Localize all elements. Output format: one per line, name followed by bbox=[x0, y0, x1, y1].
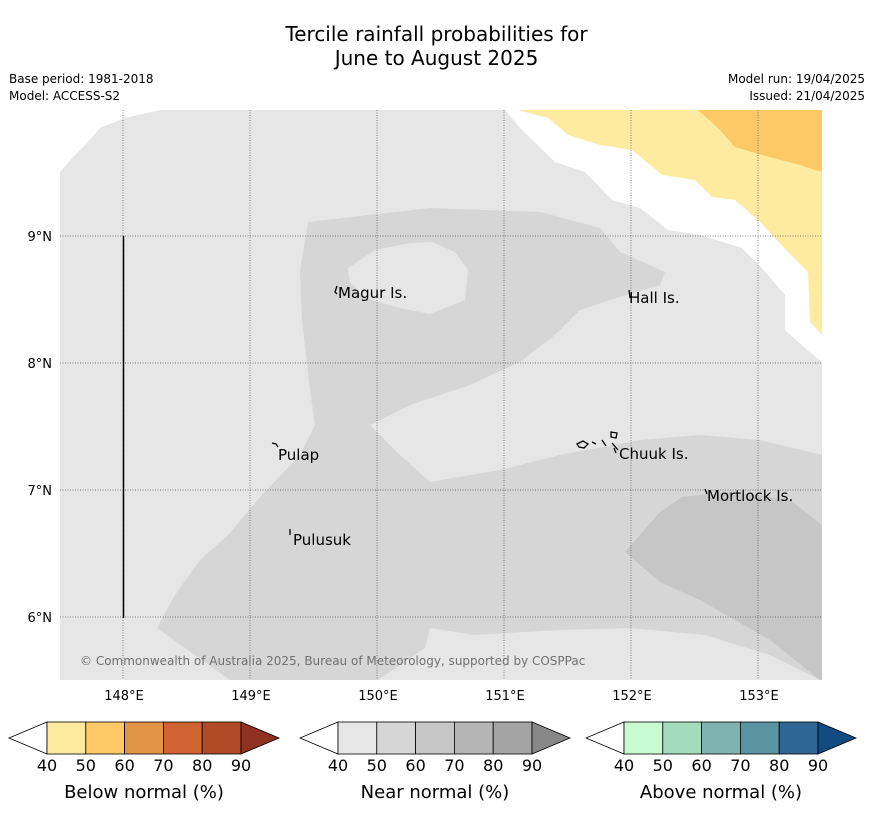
colorbar-low-extension bbox=[7, 721, 48, 755]
colorbar-segment bbox=[162, 721, 203, 755]
colorbar-tick-label: 80 bbox=[483, 756, 503, 775]
chuuk-islands-shape bbox=[576, 431, 619, 454]
label-hall: Hall Is. bbox=[629, 289, 680, 307]
lon-tick-labels: 148°E 149°E 150°E 151°E 152°E 153°E bbox=[104, 689, 779, 704]
title-line-1: Tercile rainfall probabilities for bbox=[285, 22, 588, 46]
colorbar-tick-label: 60 bbox=[114, 756, 134, 775]
below-normal-50-60-region bbox=[698, 110, 822, 172]
colorbar-segment bbox=[453, 721, 494, 755]
colorbar-segment bbox=[337, 721, 378, 755]
colorbar-tick-label: 70 bbox=[153, 756, 173, 775]
colorbar-tick-label: 60 bbox=[691, 756, 711, 775]
mortlock-island-shape bbox=[704, 488, 708, 495]
colorbar-tick-label: 40 bbox=[37, 756, 57, 775]
colorbar-segment bbox=[740, 721, 780, 755]
lat-label-6n: 6°N bbox=[28, 611, 53, 626]
colorbar-tick-label: 80 bbox=[769, 756, 789, 775]
model-name: Model: ACCESS-S2 bbox=[9, 89, 121, 103]
no-data-area bbox=[60, 110, 160, 172]
lon-label-150e: 150°E bbox=[358, 689, 398, 704]
colorbar-low-extension bbox=[584, 721, 625, 755]
colorbar-caption: Below normal (%) bbox=[64, 782, 224, 803]
colorbar-segment bbox=[701, 721, 741, 755]
colorbar-segment bbox=[492, 721, 533, 755]
colorbar-caption: Near normal (%) bbox=[361, 782, 510, 803]
copyright-text: © Commonwealth of Australia 2025, Bureau… bbox=[80, 654, 585, 668]
below-normal-40-50-region bbox=[518, 110, 822, 335]
colorbar-segment bbox=[376, 721, 416, 755]
near-normal-60-70-region bbox=[625, 492, 822, 680]
colorbar-tick-label: 40 bbox=[328, 756, 348, 775]
lat-tick-labels: 9°N 8°N 7°N 6°N bbox=[28, 230, 53, 626]
colorbar-tick-label: 40 bbox=[614, 756, 634, 775]
colorbar-above-normal: 40 50 60 70 80 90 Above normal (%) bbox=[584, 721, 858, 803]
colorbar-segment bbox=[623, 721, 664, 755]
model-run: Model run: 19/04/2025 bbox=[727, 72, 865, 86]
lon-label-152e: 152°E bbox=[612, 689, 652, 704]
label-magur: Magur Is. bbox=[338, 284, 407, 302]
lon-label-148e: 148°E bbox=[104, 689, 144, 704]
lon-label-153e: 153°E bbox=[739, 689, 779, 704]
lat-label-8n: 8°N bbox=[28, 357, 53, 372]
issued-date: Issued: 21/04/2025 bbox=[749, 89, 865, 103]
lon-label-151e: 151°E bbox=[485, 689, 525, 704]
near-normal-40-50-region bbox=[348, 242, 468, 314]
base-period: Base period: 1981-2018 bbox=[9, 72, 154, 86]
colorbar-segment bbox=[201, 721, 242, 755]
colorbar-segment bbox=[415, 721, 455, 755]
colorbar-tick-label: 50 bbox=[76, 756, 96, 775]
colorbar-tick-label: 60 bbox=[405, 756, 425, 775]
colorbar-tick-label: 80 bbox=[192, 756, 212, 775]
island-shapes bbox=[271, 285, 708, 535]
magur-island-shape bbox=[334, 285, 338, 295]
colorbar-segment bbox=[778, 721, 819, 755]
lat-label-7n: 7°N bbox=[28, 484, 53, 499]
colorbar-segment bbox=[662, 721, 702, 755]
colorbar-tick-label: 50 bbox=[367, 756, 387, 775]
colorbar-segment bbox=[85, 721, 126, 755]
colorbar-tick-label: 90 bbox=[808, 756, 828, 775]
colorbar-below-normal: 40 50 60 70 80 90 Below normal (%) bbox=[7, 721, 281, 803]
lon-label-149e: 149°E bbox=[231, 689, 271, 704]
colorbar-tick-label: 90 bbox=[522, 756, 542, 775]
colorbar-segment bbox=[46, 721, 87, 755]
colorbar-high-extension bbox=[817, 721, 858, 755]
colorbar-tick-label: 70 bbox=[444, 756, 464, 775]
label-pulusuk: Pulusuk bbox=[293, 531, 351, 549]
label-mortlock: Mortlock Is. bbox=[707, 487, 793, 505]
lat-label-9n: 9°N bbox=[28, 230, 53, 245]
colorbar-tick-label: 90 bbox=[231, 756, 251, 775]
title-line-2: June to August 2025 bbox=[334, 46, 539, 70]
colorbar-tick-label: 50 bbox=[653, 756, 673, 775]
colorbar-tick-label: 70 bbox=[730, 756, 750, 775]
colorbar-high-extension bbox=[240, 721, 281, 755]
pulap-island-shape bbox=[271, 442, 279, 448]
hall-island-shape bbox=[628, 289, 631, 299]
colorbar-segment bbox=[124, 721, 164, 755]
colorbar-caption: Above normal (%) bbox=[640, 782, 802, 803]
colorbar-near-normal: 40 50 60 70 80 90 Near normal (%) bbox=[298, 721, 572, 803]
place-labels: Magur Is. Hall Is. Pulap Chuuk Is. Mortl… bbox=[278, 284, 793, 549]
colorbar-high-extension bbox=[531, 721, 572, 755]
label-pulap: Pulap bbox=[278, 446, 319, 464]
colorbar-low-extension bbox=[298, 721, 339, 755]
label-chuuk: Chuuk Is. bbox=[619, 445, 688, 463]
